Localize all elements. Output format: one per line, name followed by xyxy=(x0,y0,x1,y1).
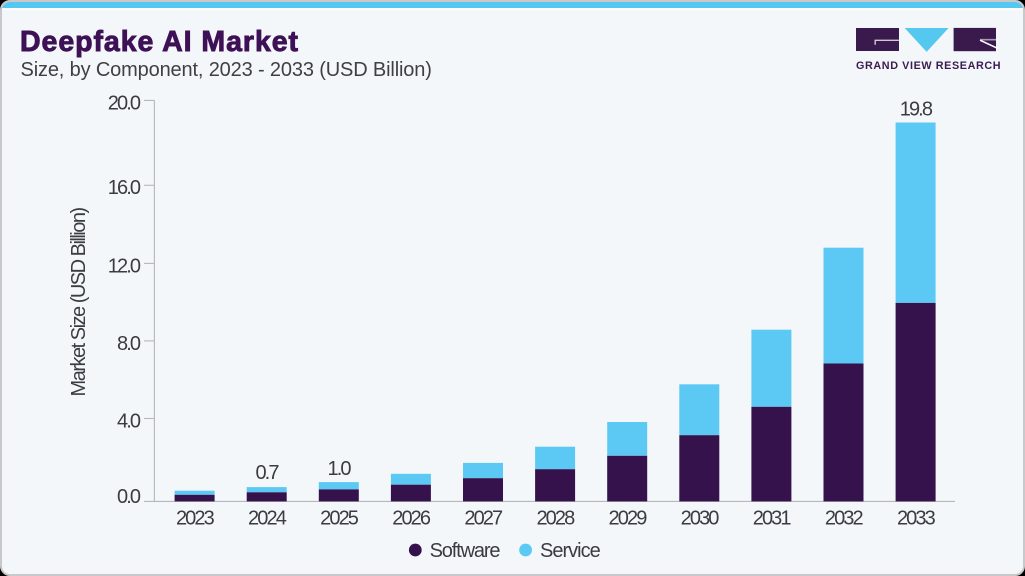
svg-text:GRAND VIEW RESEARCH: GRAND VIEW RESEARCH xyxy=(856,60,1001,72)
svg-text:19.8: 19.8 xyxy=(900,98,933,120)
svg-text:2023: 2023 xyxy=(176,507,215,529)
svg-text:1.0: 1.0 xyxy=(328,458,352,480)
svg-text:2025: 2025 xyxy=(320,507,359,529)
svg-text:0.0: 0.0 xyxy=(117,486,141,508)
svg-text:2027: 2027 xyxy=(464,507,503,529)
svg-text:2024: 2024 xyxy=(248,507,287,529)
svg-text:4.0: 4.0 xyxy=(117,411,141,433)
svg-text:Service: Service xyxy=(540,540,601,562)
svg-text:2033: 2033 xyxy=(897,507,936,529)
svg-text:16.0: 16.0 xyxy=(108,177,141,199)
svg-text:0.7: 0.7 xyxy=(255,462,279,484)
svg-text:Market Size (USD Billion): Market Size (USD Billion) xyxy=(68,208,90,397)
svg-text:2028: 2028 xyxy=(536,507,575,529)
svg-text:2029: 2029 xyxy=(609,507,648,529)
svg-text:2032: 2032 xyxy=(825,507,864,529)
svg-text:12.0: 12.0 xyxy=(108,255,141,277)
svg-text:8.0: 8.0 xyxy=(117,333,141,355)
svg-text:Software: Software xyxy=(430,540,501,562)
svg-text:2026: 2026 xyxy=(392,507,431,529)
svg-text:2031: 2031 xyxy=(753,507,792,529)
svg-text:2030: 2030 xyxy=(681,507,720,529)
svg-text:20.0: 20.0 xyxy=(108,92,141,114)
